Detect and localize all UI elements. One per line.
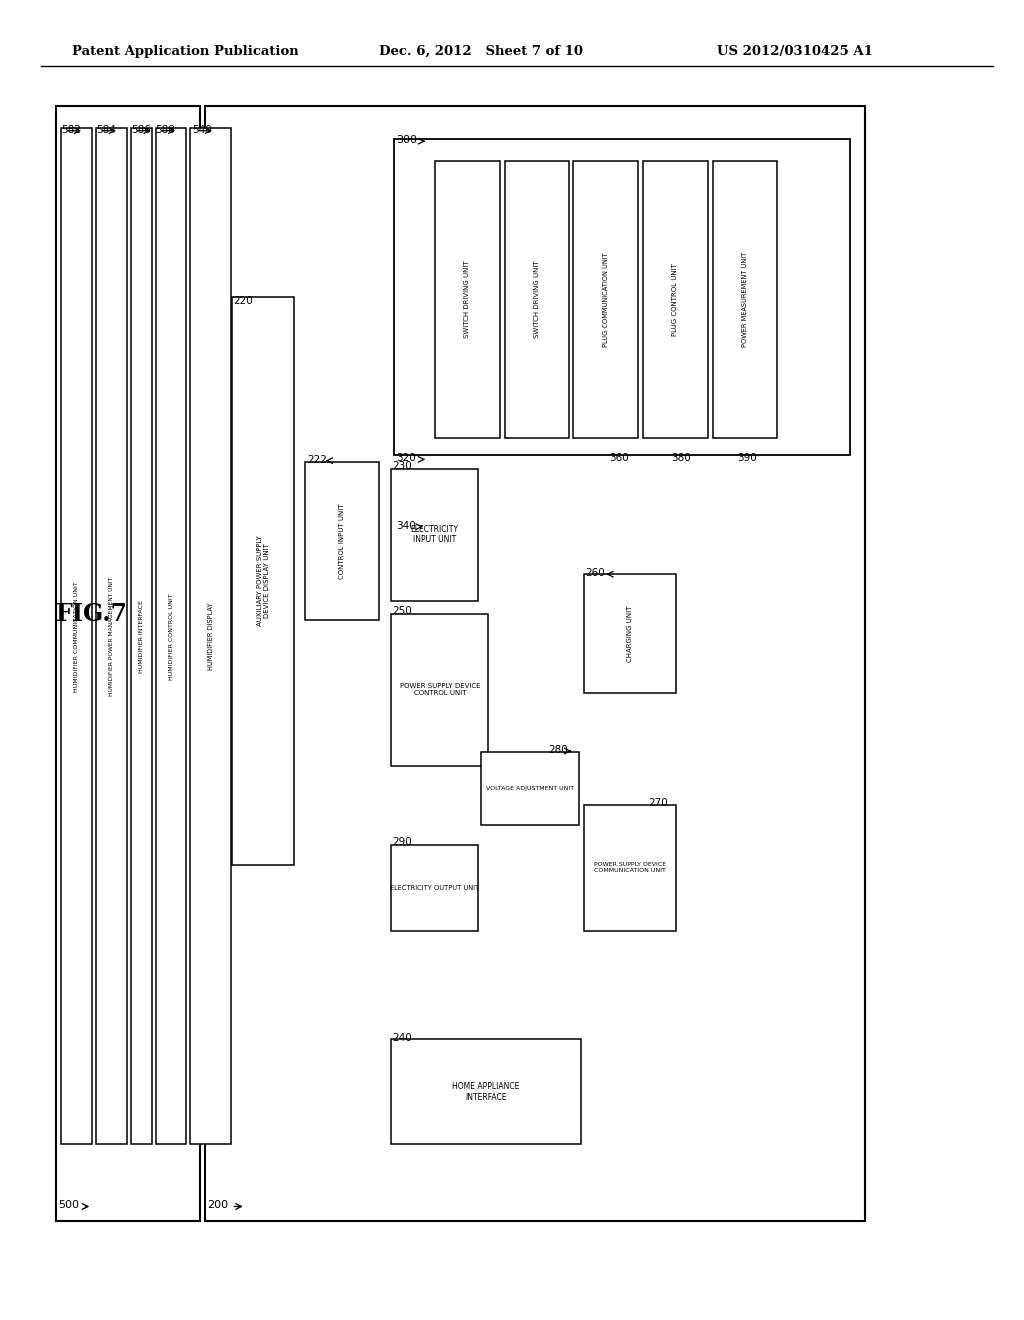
Text: 220: 220 [233, 296, 253, 306]
Text: HUMIDIFIER INTERFACE: HUMIDIFIER INTERFACE [139, 599, 143, 673]
Text: 222: 222 [307, 454, 327, 465]
Text: 200: 200 [207, 1200, 228, 1210]
Text: 240: 240 [392, 1032, 412, 1043]
FancyBboxPatch shape [713, 161, 777, 438]
Text: 280: 280 [548, 744, 567, 755]
Text: HUMIDIFIER CONTROL UNIT: HUMIDIFIER CONTROL UNIT [169, 593, 173, 680]
Text: HOME APPLIANCE
INTERFACE: HOME APPLIANCE INTERFACE [453, 1082, 519, 1101]
FancyBboxPatch shape [305, 462, 379, 620]
FancyBboxPatch shape [573, 161, 638, 438]
Text: HUMIDIFIER COMMUNICATION UNIT: HUMIDIFIER COMMUNICATION UNIT [75, 581, 79, 692]
Text: 540: 540 [193, 124, 212, 135]
Text: POWER SUPPLY DEVICE
CONTROL UNIT: POWER SUPPLY DEVICE CONTROL UNIT [399, 682, 480, 697]
Text: 586: 586 [131, 124, 151, 135]
Text: 230: 230 [392, 461, 412, 471]
Text: PLUG CONTROL UNIT: PLUG CONTROL UNIT [673, 263, 678, 337]
FancyBboxPatch shape [391, 845, 478, 931]
Text: VOLTAGE ADJUSTMENT UNIT: VOLTAGE ADJUSTMENT UNIT [485, 787, 574, 791]
Text: FIG.7: FIG.7 [56, 602, 128, 626]
Text: US 2012/0310425 A1: US 2012/0310425 A1 [717, 45, 872, 58]
FancyBboxPatch shape [156, 128, 186, 1144]
Text: 320: 320 [396, 453, 416, 463]
FancyBboxPatch shape [61, 128, 92, 1144]
Text: ELECTRICITY
INPUT UNIT: ELECTRICITY INPUT UNIT [411, 525, 459, 544]
Text: CONTROL INPUT UNIT: CONTROL INPUT UNIT [339, 503, 345, 579]
FancyBboxPatch shape [584, 574, 676, 693]
Text: CHARGING UNIT: CHARGING UNIT [627, 606, 633, 661]
Text: PLUG COMMUNICATION UNIT: PLUG COMMUNICATION UNIT [603, 252, 608, 347]
Text: 270: 270 [648, 797, 668, 808]
FancyBboxPatch shape [205, 106, 865, 1221]
Text: 390: 390 [737, 453, 757, 463]
Text: ELECTRICITY OUTPUT UNIT: ELECTRICITY OUTPUT UNIT [390, 884, 479, 891]
Text: 500: 500 [58, 1200, 80, 1210]
Text: 260: 260 [586, 568, 605, 578]
Text: Dec. 6, 2012   Sheet 7 of 10: Dec. 6, 2012 Sheet 7 of 10 [379, 45, 583, 58]
Text: HUMIDIFIER DISPLAY: HUMIDIFIER DISPLAY [208, 602, 214, 671]
Text: 340: 340 [396, 520, 416, 531]
Text: SWITCH DRIVING UNIT: SWITCH DRIVING UNIT [465, 261, 470, 338]
FancyBboxPatch shape [190, 128, 231, 1144]
FancyBboxPatch shape [481, 752, 579, 825]
Text: SWITCH DRIVING UNIT: SWITCH DRIVING UNIT [535, 261, 540, 338]
FancyBboxPatch shape [391, 1039, 581, 1144]
Text: 588: 588 [156, 124, 175, 135]
Text: 290: 290 [392, 837, 412, 847]
FancyBboxPatch shape [131, 128, 152, 1144]
FancyBboxPatch shape [96, 128, 127, 1144]
Text: 584: 584 [96, 124, 116, 135]
FancyBboxPatch shape [505, 161, 569, 438]
FancyBboxPatch shape [391, 614, 488, 766]
Text: 360: 360 [609, 453, 629, 463]
FancyBboxPatch shape [584, 805, 676, 931]
FancyBboxPatch shape [232, 297, 294, 865]
Text: 300: 300 [396, 135, 418, 145]
Text: 582: 582 [61, 124, 81, 135]
FancyBboxPatch shape [391, 469, 478, 601]
Text: Patent Application Publication: Patent Application Publication [72, 45, 298, 58]
FancyBboxPatch shape [643, 161, 708, 438]
FancyBboxPatch shape [435, 161, 500, 438]
FancyBboxPatch shape [394, 139, 850, 455]
Text: POWER MEASUREMENT UNIT: POWER MEASUREMENT UNIT [742, 252, 748, 347]
Text: 250: 250 [392, 606, 412, 616]
FancyBboxPatch shape [56, 106, 200, 1221]
Text: HUMIDIFIER POWER MANAGEMENT UNIT: HUMIDIFIER POWER MANAGEMENT UNIT [110, 577, 114, 696]
Text: AUXILIARY POWER SUPPLY
DEVICE DISPLAY UNIT: AUXILIARY POWER SUPPLY DEVICE DISPLAY UN… [257, 536, 269, 626]
Text: POWER SUPPLY DEVICE
COMMUNICATION UNIT: POWER SUPPLY DEVICE COMMUNICATION UNIT [594, 862, 666, 874]
Text: 380: 380 [671, 453, 690, 463]
